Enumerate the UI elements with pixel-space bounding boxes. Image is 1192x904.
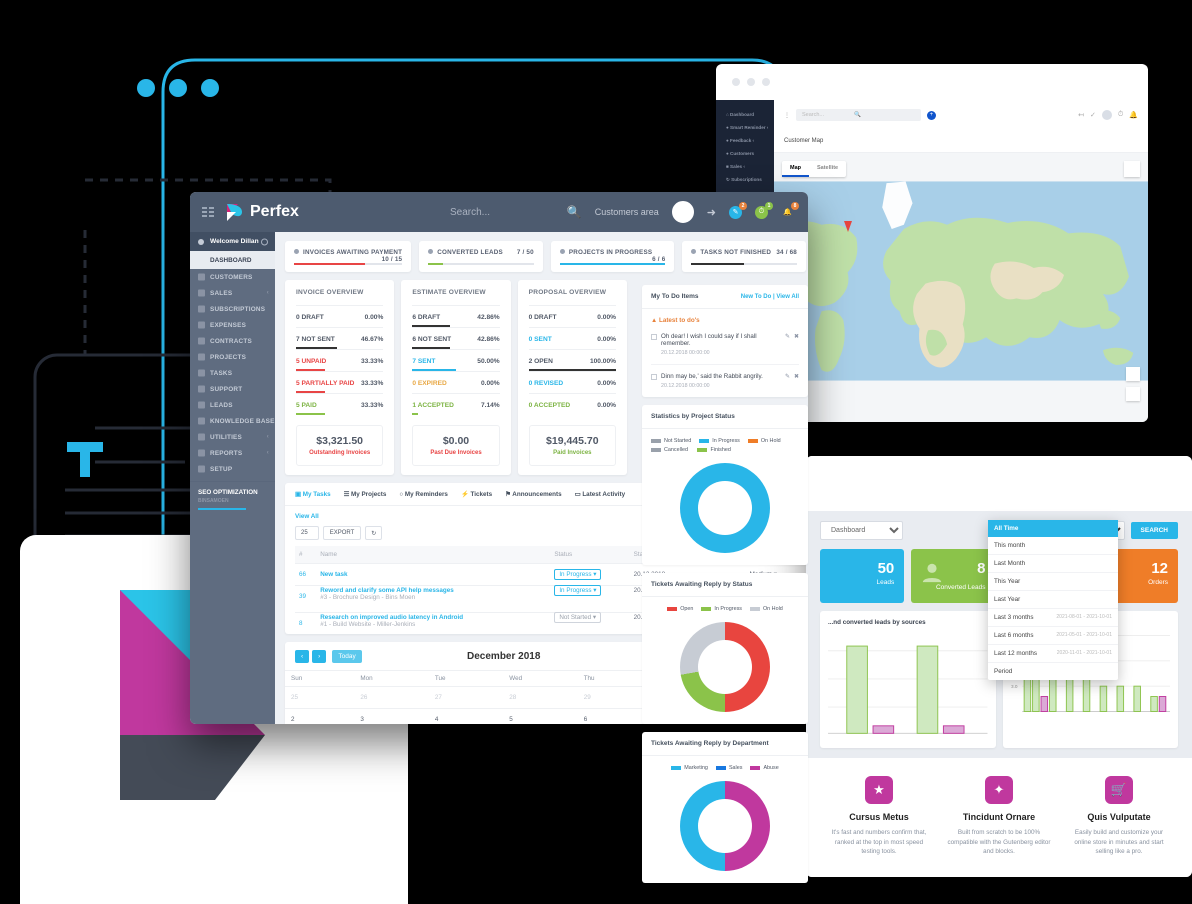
svg-text:3.0: 3.0 — [1011, 684, 1018, 689]
